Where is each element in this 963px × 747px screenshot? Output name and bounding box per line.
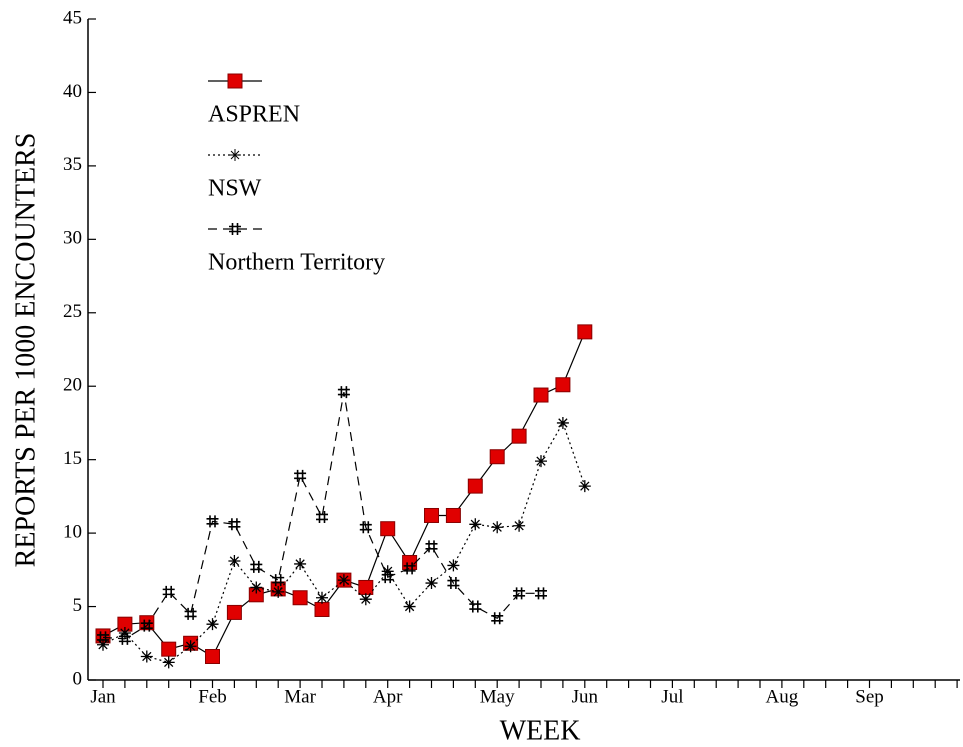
marker [140, 650, 153, 663]
marker [250, 560, 263, 573]
marker [162, 656, 175, 669]
marker [555, 377, 571, 393]
marker [511, 428, 527, 444]
x-tick-label: Jan [90, 686, 116, 707]
marker [578, 480, 591, 493]
x-tick-label: Feb [198, 686, 227, 707]
legend-marker [229, 223, 241, 235]
marker [469, 600, 482, 613]
marker [118, 626, 131, 639]
marker [447, 577, 460, 590]
marker [445, 507, 461, 523]
marker [425, 540, 438, 553]
series-line [102, 391, 541, 640]
y-tick-label: 45 [63, 7, 82, 28]
marker [358, 579, 374, 595]
y-tick-label: 20 [63, 375, 82, 396]
marker [381, 565, 394, 578]
y-tick-label: 15 [63, 448, 82, 469]
marker [469, 518, 482, 531]
x-tick-label: Jul [661, 686, 683, 707]
marker [292, 590, 308, 606]
marker [513, 519, 526, 532]
marker [206, 515, 219, 528]
marker [97, 638, 109, 651]
marker [161, 641, 177, 657]
y-tick-label: 30 [63, 228, 82, 249]
marker [447, 559, 460, 572]
marker [403, 600, 416, 613]
marker [402, 554, 418, 570]
y-axis-label: REPORTS PER 1000 ENCOUNTERS [10, 133, 41, 568]
marker [250, 581, 263, 594]
x-tick-label: Aug [766, 686, 799, 707]
legend-label: NSW [208, 176, 262, 202]
legend-marker [227, 73, 243, 89]
marker [533, 387, 549, 403]
marker [577, 324, 593, 340]
marker [337, 386, 350, 399]
legend-marker [229, 149, 241, 161]
legend-label: ASPREN [208, 102, 300, 128]
marker [316, 510, 328, 523]
marker [97, 631, 109, 644]
marker [184, 607, 197, 620]
x-axis-label: WEEK [500, 715, 581, 746]
marker [118, 632, 131, 645]
marker [205, 648, 220, 664]
marker [140, 619, 153, 632]
marker [162, 585, 175, 598]
marker [206, 618, 219, 631]
marker [228, 518, 241, 531]
marker [294, 469, 307, 482]
x-tick-label: Jun [572, 686, 599, 707]
marker [337, 574, 350, 587]
marker [489, 449, 505, 465]
x-tick-label: Mar [284, 686, 316, 707]
marker [403, 562, 416, 575]
legend-label: Northern Territory [208, 250, 385, 276]
series-line [102, 421, 586, 664]
marker [226, 604, 242, 620]
marker [535, 455, 547, 468]
marker [513, 587, 526, 600]
marker [314, 601, 330, 617]
marker [359, 521, 372, 534]
marker [359, 593, 372, 606]
x-tick-label: Apr [373, 686, 403, 707]
x-tick-label: Sep [855, 686, 884, 707]
x-tick-label: May [480, 686, 515, 707]
marker [184, 640, 197, 653]
marker [272, 585, 285, 598]
marker [556, 416, 569, 429]
series-line [102, 331, 586, 658]
y-tick-label: 0 [73, 668, 83, 689]
marker [491, 612, 504, 625]
marker [535, 587, 547, 600]
marker [228, 555, 241, 568]
marker [381, 571, 394, 584]
marker [425, 577, 438, 590]
y-tick-label: 40 [63, 81, 82, 102]
marker [491, 521, 504, 534]
marker [294, 557, 307, 570]
y-tick-label: 10 [63, 521, 82, 542]
marker [467, 478, 483, 494]
y-tick-label: 5 [73, 595, 83, 616]
marker [380, 521, 396, 537]
marker [272, 574, 285, 587]
y-tick-label: 25 [63, 301, 82, 322]
marker [316, 591, 328, 604]
marker [424, 507, 439, 523]
y-tick-label: 35 [63, 154, 82, 175]
